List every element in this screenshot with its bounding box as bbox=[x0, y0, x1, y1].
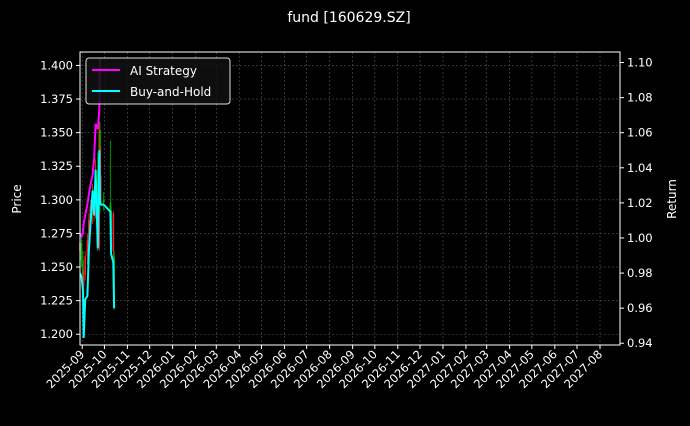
y-tick-label-right: 0.94 bbox=[627, 336, 653, 350]
y-tick-label-left: 1.250 bbox=[40, 260, 73, 274]
y-tick-label-right: 1.06 bbox=[627, 126, 653, 140]
y-tick-label-right: 1.00 bbox=[627, 231, 653, 245]
candle-body bbox=[86, 240, 89, 257]
legend: AI Strategy Buy-and-Hold bbox=[85, 57, 231, 105]
y-tick-label-left: 1.225 bbox=[40, 294, 73, 308]
y-tick-label-right: 1.02 bbox=[627, 196, 653, 210]
candle-body bbox=[112, 213, 115, 251]
series-lines bbox=[80, 58, 116, 339]
series-line-ai-strategy bbox=[80, 58, 101, 239]
candle-body bbox=[82, 275, 85, 286]
y-tick-label-right: 0.98 bbox=[627, 266, 653, 280]
plot-frame bbox=[79, 51, 621, 346]
legend-label-ai-strategy: AI Strategy bbox=[130, 64, 197, 78]
candle-body bbox=[102, 199, 105, 203]
y-tick-label-right: 1.10 bbox=[627, 56, 653, 70]
candle-body bbox=[80, 242, 83, 261]
y-axis-label-left: Price bbox=[10, 184, 24, 213]
y-tick-label-right: 1.04 bbox=[627, 161, 653, 175]
axes: 2025-092025-102025-112025-122026-012026-… bbox=[40, 56, 653, 392]
y-tick-label-left: 1.400 bbox=[40, 58, 73, 72]
y-axis-label-right: Return bbox=[665, 179, 679, 219]
y-tick-label-left: 1.300 bbox=[40, 193, 73, 207]
chart-title: fund [160629.SZ] bbox=[287, 10, 410, 26]
y-tick-label-left: 1.275 bbox=[40, 226, 73, 240]
grid bbox=[80, 52, 620, 345]
legend-label-buy-and-hold: Buy-and-Hold bbox=[130, 85, 211, 99]
y-tick-label-right: 1.08 bbox=[627, 91, 653, 105]
y-tick-label-left: 1.375 bbox=[40, 92, 73, 106]
y-tick-label-left: 1.200 bbox=[40, 327, 73, 341]
series-line-buy-and-hold bbox=[80, 150, 116, 339]
candle-body bbox=[109, 202, 112, 211]
y-tick-label-left: 1.325 bbox=[40, 159, 73, 173]
candle-body bbox=[82, 260, 84, 286]
y-tick-label-right: 0.96 bbox=[627, 301, 653, 315]
y-tick-label-left: 1.350 bbox=[40, 126, 73, 140]
candle-body bbox=[84, 256, 86, 276]
